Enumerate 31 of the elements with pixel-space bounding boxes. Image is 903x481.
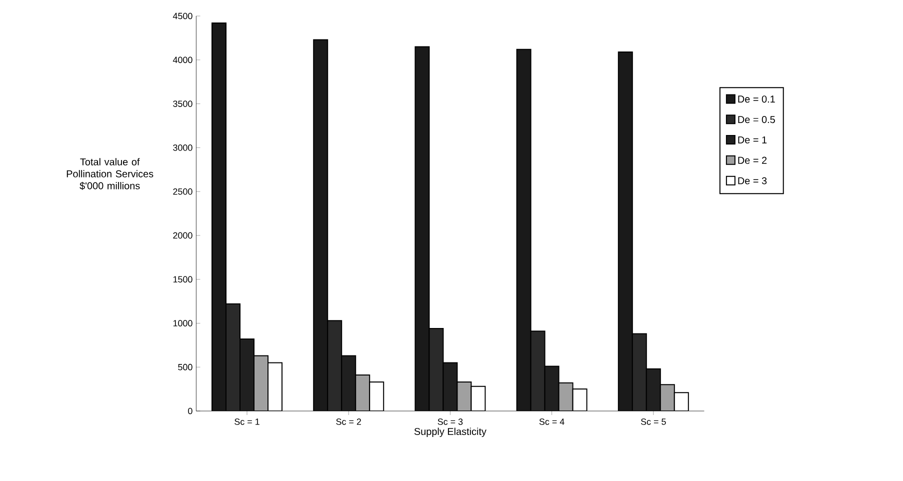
- text: De = 3: [738, 177, 767, 184]
- y-tick-label: 0: [188, 408, 192, 414]
- y-tick-label: 500: [178, 364, 192, 370]
- bar: [516, 48, 532, 411]
- x-tick-label: Sc = 1: [234, 418, 260, 425]
- y-tick-label: 3000: [173, 144, 192, 151]
- bar: [618, 51, 633, 411]
- bar: [456, 382, 472, 411]
- legend-label: De = 0.1: [738, 96, 775, 103]
- legend-label: De = 2: [738, 156, 767, 164]
- bar: [660, 384, 675, 411]
- y-tick-label: 3500: [173, 100, 192, 107]
- bar: [212, 22, 226, 411]
- y-tick-label: 4000: [172, 56, 192, 64]
- y-tick-label: 2000: [173, 232, 192, 239]
- y-tick-label: 2500: [173, 188, 192, 195]
- y-tick-label: 1500: [173, 276, 192, 283]
- x-axis-title: Supply Elasticity: [414, 428, 486, 437]
- x-tick-label: Sc = 4: [539, 418, 564, 425]
- bar: [414, 46, 430, 411]
- x-tick-label: Sc = 2: [336, 418, 361, 425]
- x-tick-label: Sc = 5: [640, 418, 666, 425]
- bar: [313, 39, 328, 411]
- y-tick-label: 4500: [172, 12, 192, 20]
- bar: [355, 374, 370, 411]
- x-tick-label: Sc = 3: [438, 418, 463, 425]
- legend-label: De = 0.5: [738, 116, 775, 124]
- y-axis-title: Total value of Pollination Services $'000 millions: [66, 158, 154, 190]
- y-tick-label: 1000: [173, 320, 192, 326]
- legend-label: De = 1: [738, 136, 767, 144]
- bar: [254, 355, 268, 411]
